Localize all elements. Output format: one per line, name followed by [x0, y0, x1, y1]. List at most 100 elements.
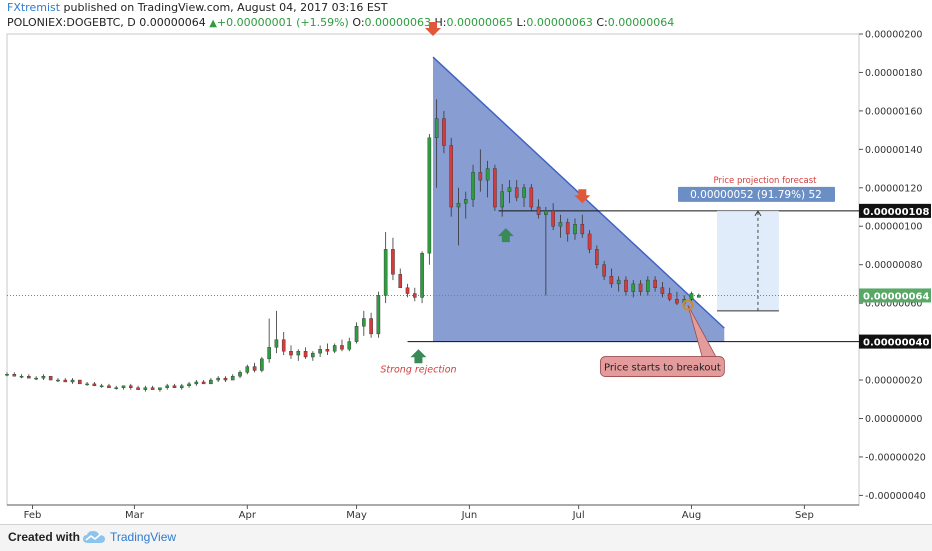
candle[interactable]: [78, 379, 82, 385]
candle[interactable]: [107, 385, 111, 388]
candle[interactable]: [143, 387, 148, 390]
candle[interactable]: [587, 233, 592, 250]
candle[interactable]: [558, 222, 563, 227]
candle[interactable]: [296, 351, 301, 356]
candle[interactable]: [92, 383, 97, 387]
candle[interactable]: [245, 366, 250, 373]
candle[interactable]: [442, 118, 446, 146]
candle[interactable]: [70, 379, 75, 383]
candle[interactable]: [12, 374, 17, 377]
candle[interactable]: [565, 222, 570, 235]
candle[interactable]: [354, 326, 359, 342]
candle[interactable]: [347, 341, 352, 350]
candle[interactable]: [689, 293, 694, 300]
candle[interactable]: [376, 295, 381, 335]
candle[interactable]: [27, 375, 31, 379]
candle[interactable]: [529, 187, 534, 208]
candle[interactable]: [34, 377, 38, 380]
candle[interactable]: [391, 249, 395, 275]
candle[interactable]: [478, 172, 483, 181]
candle[interactable]: [449, 145, 454, 208]
candle[interactable]: [522, 187, 526, 198]
candle[interactable]: [216, 377, 220, 381]
candle[interactable]: [289, 351, 293, 356]
candle[interactable]: [660, 287, 665, 294]
candle[interactable]: [616, 279, 621, 285]
candle[interactable]: [667, 293, 672, 300]
candle[interactable]: [485, 168, 490, 181]
candle[interactable]: [281, 339, 286, 352]
tradingview-cloud-icon[interactable]: [82, 529, 106, 545]
candle[interactable]: [303, 351, 308, 358]
candle[interactable]: [544, 210, 548, 215]
candle[interactable]: [493, 168, 497, 208]
price-chart[interactable]: 0.00000200 0.00000180 0.00000160 0.00000140…: [0, 0, 932, 524]
candle[interactable]: [646, 279, 650, 292]
candle[interactable]: [609, 276, 614, 285]
candle[interactable]: [653, 279, 657, 288]
candle[interactable]: [172, 385, 177, 388]
callout-box[interactable]: [599, 356, 725, 377]
candle[interactable]: [500, 191, 504, 208]
candle[interactable]: [405, 287, 410, 294]
candle[interactable]: [507, 187, 512, 192]
candle[interactable]: [318, 349, 322, 354]
candle[interactable]: [362, 318, 366, 327]
candle[interactable]: [434, 118, 439, 139]
candle[interactable]: [99, 385, 104, 388]
candle[interactable]: [427, 137, 432, 254]
candle[interactable]: [624, 279, 628, 292]
candle[interactable]: [56, 379, 60, 382]
candle[interactable]: [602, 264, 606, 277]
candle[interactable]: [165, 385, 170, 388]
candle[interactable]: [595, 249, 599, 265]
candle[interactable]: [631, 283, 636, 292]
candle[interactable]: [638, 283, 643, 292]
candle[interactable]: [114, 387, 119, 389]
candle[interactable]: [274, 339, 279, 348]
candle[interactable]: [675, 299, 679, 304]
candle[interactable]: [63, 379, 68, 383]
candle[interactable]: [456, 202, 461, 208]
candle[interactable]: [5, 374, 9, 376]
candle[interactable]: [179, 385, 184, 388]
candle[interactable]: [260, 358, 264, 371]
candle[interactable]: [252, 366, 257, 371]
tradingview-brand[interactable]: TradingView: [110, 530, 177, 544]
candle[interactable]: [536, 206, 541, 215]
candle[interactable]: [325, 349, 330, 352]
candle[interactable]: [223, 377, 228, 381]
candle[interactable]: [696, 295, 701, 298]
candle[interactable]: [551, 210, 555, 227]
candle[interactable]: [420, 252, 424, 298]
candle[interactable]: [514, 187, 519, 198]
candle[interactable]: [201, 381, 206, 385]
candle[interactable]: [580, 224, 585, 235]
candle[interactable]: [573, 224, 577, 235]
candle[interactable]: [194, 381, 199, 385]
candle[interactable]: [136, 387, 140, 390]
candle[interactable]: [85, 383, 89, 386]
candle[interactable]: [340, 345, 344, 350]
author-link[interactable]: FXtremist: [7, 1, 61, 14]
candle[interactable]: [383, 249, 388, 296]
candle[interactable]: [187, 383, 191, 387]
candle[interactable]: [121, 385, 126, 388]
candle[interactable]: [369, 318, 373, 335]
candle[interactable]: [158, 387, 162, 390]
candle[interactable]: [209, 379, 213, 385]
candle[interactable]: [463, 199, 468, 204]
projection-box[interactable]: [717, 210, 779, 311]
candle[interactable]: [230, 375, 235, 381]
candle[interactable]: [238, 372, 242, 377]
candle[interactable]: [332, 345, 337, 352]
candle[interactable]: [150, 387, 155, 390]
candle[interactable]: [19, 375, 24, 378]
candle[interactable]: [267, 347, 271, 360]
candle[interactable]: [311, 352, 315, 358]
candle[interactable]: [471, 172, 475, 200]
candle[interactable]: [48, 375, 53, 381]
symbol-label[interactable]: POLONIEX:DOGEBTC, D: [7, 16, 136, 29]
candle[interactable]: [41, 375, 46, 379]
candle[interactable]: [412, 293, 417, 298]
